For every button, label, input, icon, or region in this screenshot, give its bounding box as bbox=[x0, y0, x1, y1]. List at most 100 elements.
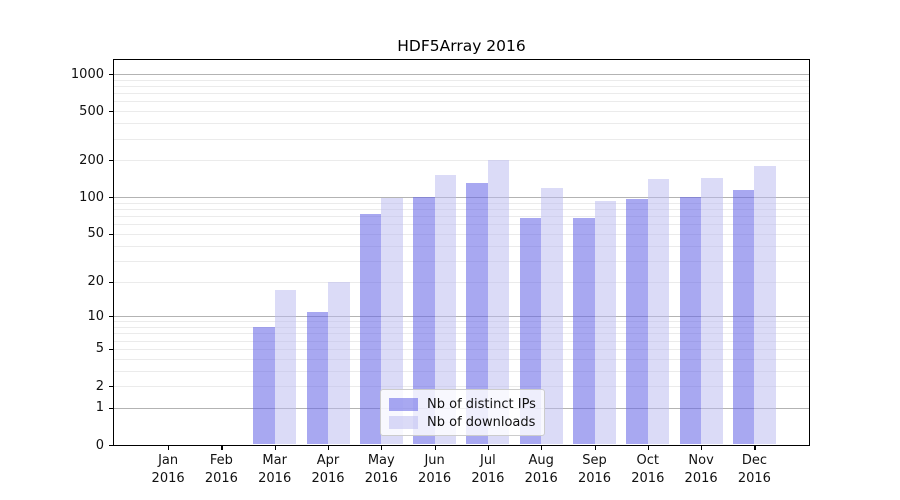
minor-gridline bbox=[114, 111, 809, 113]
bar-downloads-sep bbox=[594, 201, 616, 444]
x-tick-mark bbox=[381, 446, 383, 450]
minor-gridline bbox=[114, 138, 809, 140]
bar-distinct-ips-jun bbox=[413, 197, 435, 444]
y-tick-label-1: 1 bbox=[95, 400, 104, 416]
legend-swatch-downloads bbox=[389, 415, 418, 429]
bar-distinct-ips-aug bbox=[519, 217, 542, 444]
minor-gridline bbox=[114, 101, 809, 103]
x-tick-label-aug: Aug 2016 bbox=[511, 452, 571, 488]
x-tick-mark bbox=[274, 446, 276, 450]
x-tick-label-nov: Nov 2016 bbox=[671, 452, 731, 488]
bar-downloads-may bbox=[381, 198, 403, 444]
minor-gridline bbox=[114, 340, 809, 342]
minor-gridline bbox=[114, 209, 809, 211]
minor-gridline bbox=[114, 224, 809, 226]
y-tick-mark bbox=[109, 386, 113, 388]
x-tick-label-jan: Jan 2016 bbox=[138, 452, 198, 488]
x-tick-mark bbox=[541, 446, 543, 450]
x-tick-month: Nov bbox=[688, 453, 714, 468]
x-tick-month: Mar bbox=[262, 453, 287, 468]
x-tick-month: May bbox=[367, 453, 395, 468]
minor-gridline bbox=[114, 123, 809, 125]
y-tick-mark bbox=[109, 74, 113, 76]
bar-downloads-dec bbox=[754, 165, 776, 444]
x-tick-label-apr: Apr 2016 bbox=[298, 452, 358, 488]
y-tick-mark bbox=[109, 348, 113, 350]
minor-gridline bbox=[114, 386, 809, 387]
bar-downloads-jun bbox=[434, 174, 457, 444]
y-tick-mark bbox=[109, 111, 113, 113]
x-tick-year: 2016 bbox=[684, 471, 718, 486]
x-tick-year: 2016 bbox=[577, 471, 612, 486]
x-tick-mark bbox=[487, 446, 490, 450]
x-tick-month: Dec bbox=[741, 453, 767, 468]
minor-gridline bbox=[114, 233, 809, 235]
minor-gridline bbox=[114, 281, 809, 283]
y-tick-label-500: 500 bbox=[79, 103, 104, 119]
bar-downloads-mar bbox=[274, 289, 297, 444]
x-tick-year: 2016 bbox=[471, 471, 505, 486]
y-tick-label-200: 200 bbox=[79, 152, 104, 168]
minor-gridline bbox=[114, 348, 809, 350]
minor-gridline bbox=[114, 333, 809, 335]
x-tick-year: 2016 bbox=[524, 471, 558, 486]
y-tick-mark bbox=[109, 316, 113, 318]
x-tick-month: Aug bbox=[528, 453, 554, 468]
x-tick-mark bbox=[594, 446, 596, 450]
minor-gridline bbox=[114, 321, 809, 323]
major-gridline bbox=[114, 74, 809, 75]
chart-legend: Nb of distinct IPs Nb of downloads bbox=[380, 389, 545, 436]
y-tick-mark bbox=[109, 407, 113, 409]
x-tick-label-mar: Mar 2016 bbox=[245, 452, 305, 488]
y-tick-label-50: 50 bbox=[87, 226, 104, 242]
minor-gridline bbox=[114, 327, 809, 328]
y-tick-label-2: 2 bbox=[95, 378, 104, 394]
legend-label-distinct-ips: Nb of distinct IPs bbox=[427, 396, 536, 412]
x-tick-month: Feb bbox=[209, 453, 233, 468]
minor-gridline bbox=[114, 85, 809, 87]
x-tick-mark bbox=[328, 446, 330, 450]
y-tick-mark bbox=[109, 233, 113, 236]
bar-distinct-ips-may bbox=[359, 213, 382, 444]
legend-label-downloads: Nb of downloads bbox=[427, 414, 536, 430]
bar-distinct-ips-mar bbox=[253, 327, 275, 444]
bar-distinct-ips-sep bbox=[573, 218, 595, 444]
x-tick-year: 2016 bbox=[418, 471, 452, 486]
major-gridline bbox=[114, 197, 809, 199]
x-tick-month: Jul bbox=[480, 453, 496, 468]
x-tick-mark bbox=[221, 446, 223, 450]
bar-distinct-ips-apr bbox=[306, 311, 328, 444]
legend-entry-distinct-ips: Nb of distinct IPs bbox=[389, 397, 536, 412]
x-tick-month: Apr bbox=[316, 453, 340, 468]
x-tick-label-feb: Feb 2016 bbox=[191, 452, 251, 488]
x-tick-mark bbox=[168, 446, 170, 450]
x-tick-year: 2016 bbox=[258, 471, 292, 486]
bar-distinct-ips-nov bbox=[679, 196, 702, 444]
y-tick-mark bbox=[109, 445, 113, 447]
minor-gridline bbox=[114, 260, 809, 262]
minor-gridline bbox=[114, 160, 809, 162]
x-tick-label-may: May 2016 bbox=[351, 452, 411, 488]
y-tick-label-5: 5 bbox=[95, 341, 104, 357]
x-tick-month: Sep bbox=[582, 453, 607, 468]
x-tick-year: 2016 bbox=[311, 471, 345, 486]
x-tick-label-oct: Oct 2016 bbox=[618, 452, 678, 488]
minor-gridline bbox=[114, 358, 809, 360]
y-tick-label-0: 0 bbox=[95, 437, 104, 453]
x-tick-month: Jan bbox=[158, 453, 179, 468]
y-tick-mark bbox=[109, 281, 113, 283]
bar-downloads-nov bbox=[701, 177, 723, 444]
y-tick-mark bbox=[109, 197, 113, 199]
bar-distinct-ips-jul bbox=[466, 183, 488, 444]
x-tick-label-sep: Sep 2016 bbox=[565, 452, 625, 488]
bar-downloads-aug bbox=[541, 188, 563, 444]
y-tick-label-10: 10 bbox=[87, 308, 104, 324]
y-tick-label-1000: 1000 bbox=[70, 66, 104, 82]
x-tick-year: 2016 bbox=[151, 471, 185, 486]
x-tick-label-jun: Jun 2016 bbox=[405, 452, 465, 488]
x-tick-label-jul: Jul 2016 bbox=[458, 452, 518, 488]
x-tick-mark bbox=[647, 446, 649, 450]
x-tick-month: Oct bbox=[636, 453, 660, 468]
minor-gridline bbox=[114, 93, 809, 95]
